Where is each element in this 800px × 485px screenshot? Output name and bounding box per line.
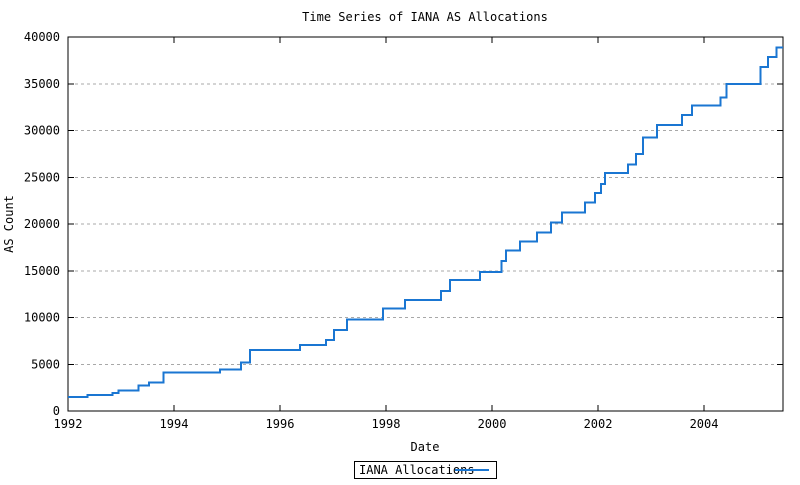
legend: IANA Allocations <box>354 461 497 479</box>
plot-border <box>67 36 784 412</box>
legend-label: IANA Allocations <box>359 463 475 477</box>
y-tick-label: 35000 <box>24 77 60 91</box>
x-tick-label: 1996 <box>266 417 295 431</box>
x-tick-labels: 1992 1994 1996 1998 2000 2002 2004 <box>54 417 719 431</box>
x-tick-label: 1998 <box>372 417 401 431</box>
y-tick-label: 20000 <box>24 217 60 231</box>
y-tick-label: 15000 <box>24 264 60 278</box>
series-line <box>68 46 783 398</box>
y-tick-label: 0 <box>53 404 60 418</box>
x-tick-label: 1994 <box>160 417 189 431</box>
y-tick-labels: 0 5000 10000 15000 20000 25000 30000 35000 40000 <box>24 30 60 418</box>
x-tick-label: 2000 <box>478 417 507 431</box>
gridlines <box>69 83 782 365</box>
y-tick-label: 40000 <box>24 30 60 44</box>
y-tick-label: 5000 <box>31 357 60 371</box>
x-tick-label: 2002 <box>584 417 613 431</box>
y-axis-label: AS Count <box>2 195 16 253</box>
y-tick-label: 10000 <box>24 311 60 325</box>
legend-box <box>354 461 497 479</box>
chart-title: Time Series of IANA AS Allocations <box>302 10 548 24</box>
x-tick-label: 1992 <box>54 417 83 431</box>
y-tick-label: 25000 <box>24 170 60 184</box>
x-axis-label: Date <box>411 440 440 454</box>
y-tick-label: 30000 <box>24 124 60 138</box>
x-tick-label: 2004 <box>690 417 719 431</box>
